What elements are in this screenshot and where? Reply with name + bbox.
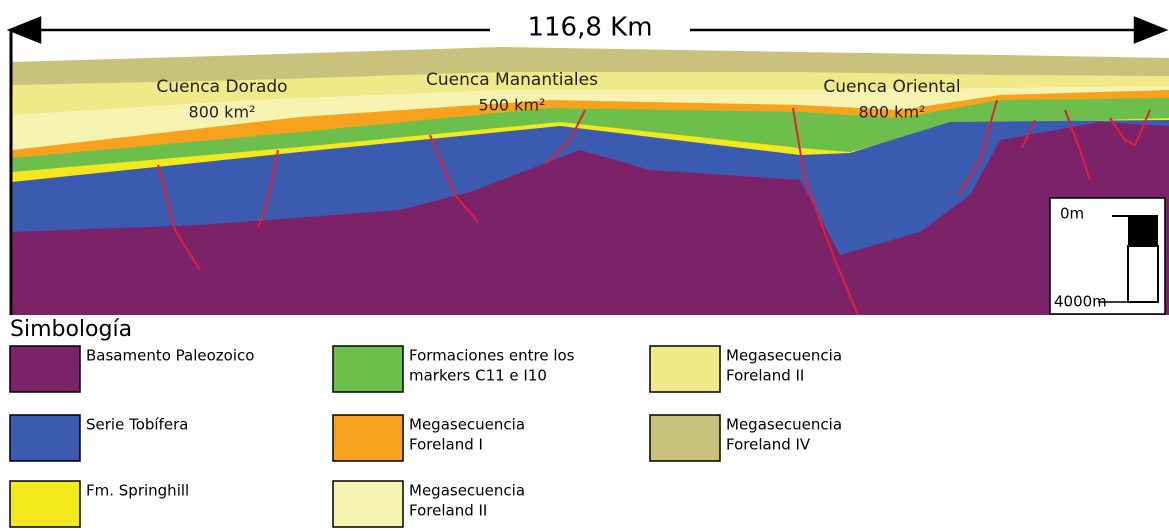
length-arrow (6, 16, 1169, 44)
arrow-head (6, 16, 42, 44)
legend-swatch (9, 345, 81, 393)
basamento (12, 122, 1169, 315)
legend-label: Foreland I (409, 436, 483, 454)
legend-label: Fm. Springhill (86, 482, 189, 500)
legend-label: Megasecuencia (409, 416, 525, 434)
scale-bar: 0m 4000m (1049, 197, 1166, 315)
legend-swatch (332, 345, 404, 393)
legend-label: Megasecuencia (409, 482, 525, 500)
legend: Basamento Paleozoico Serie Tobífera Fm. Sp… (9, 345, 842, 528)
basin-name: Cuenca Manantiales (426, 70, 598, 90)
scale-white (1127, 245, 1159, 303)
scale-black (1128, 216, 1158, 246)
length-label: 116,8 Km (527, 13, 652, 43)
legend-swatch (9, 480, 81, 528)
fault (957, 99, 998, 196)
legend-label: Foreland II (409, 502, 487, 520)
legend-label: Megasecuencia (726, 347, 842, 365)
legend-swatch (649, 345, 721, 393)
basin-area: 800 km² (189, 103, 256, 122)
basin-area: 500 km² (479, 96, 546, 115)
legend-swatch (9, 414, 81, 462)
legend-swatch (332, 480, 404, 528)
section (9, 30, 1169, 316)
legend-label: Formaciones entre los (409, 347, 575, 365)
arrow-head (1133, 16, 1169, 44)
legend-label: Basamento Paleozoico (86, 347, 254, 365)
fault (1021, 119, 1036, 149)
legend-label: Megasecuencia (726, 416, 842, 434)
legend-label: markers C11 e I10 (409, 367, 547, 385)
legend-title: Simbología (10, 317, 132, 342)
fault (157, 164, 201, 271)
legend-label: Foreland IV (726, 436, 811, 454)
fault (257, 149, 279, 229)
basin-name: Cuenca Dorado (156, 77, 287, 97)
legend-swatch (332, 414, 404, 462)
scale-top: 0m (1060, 205, 1084, 223)
faults (157, 99, 1151, 316)
legend-swatch (649, 414, 721, 462)
basin-labels: Cuenca Dorado 800 km² Cuenca Manantiales 50… (156, 70, 960, 122)
fault (1109, 109, 1151, 147)
legend-label: Serie Tobífera (86, 416, 188, 434)
basin-name: Cuenca Oriental (823, 77, 960, 97)
scale-bottom: 4000m (1054, 293, 1107, 311)
fault (792, 107, 859, 316)
fault (544, 109, 586, 166)
fault (1064, 109, 1091, 181)
basin-area: 800 km² (859, 103, 926, 122)
legend-label: Foreland II (726, 367, 804, 385)
fault (429, 134, 479, 223)
